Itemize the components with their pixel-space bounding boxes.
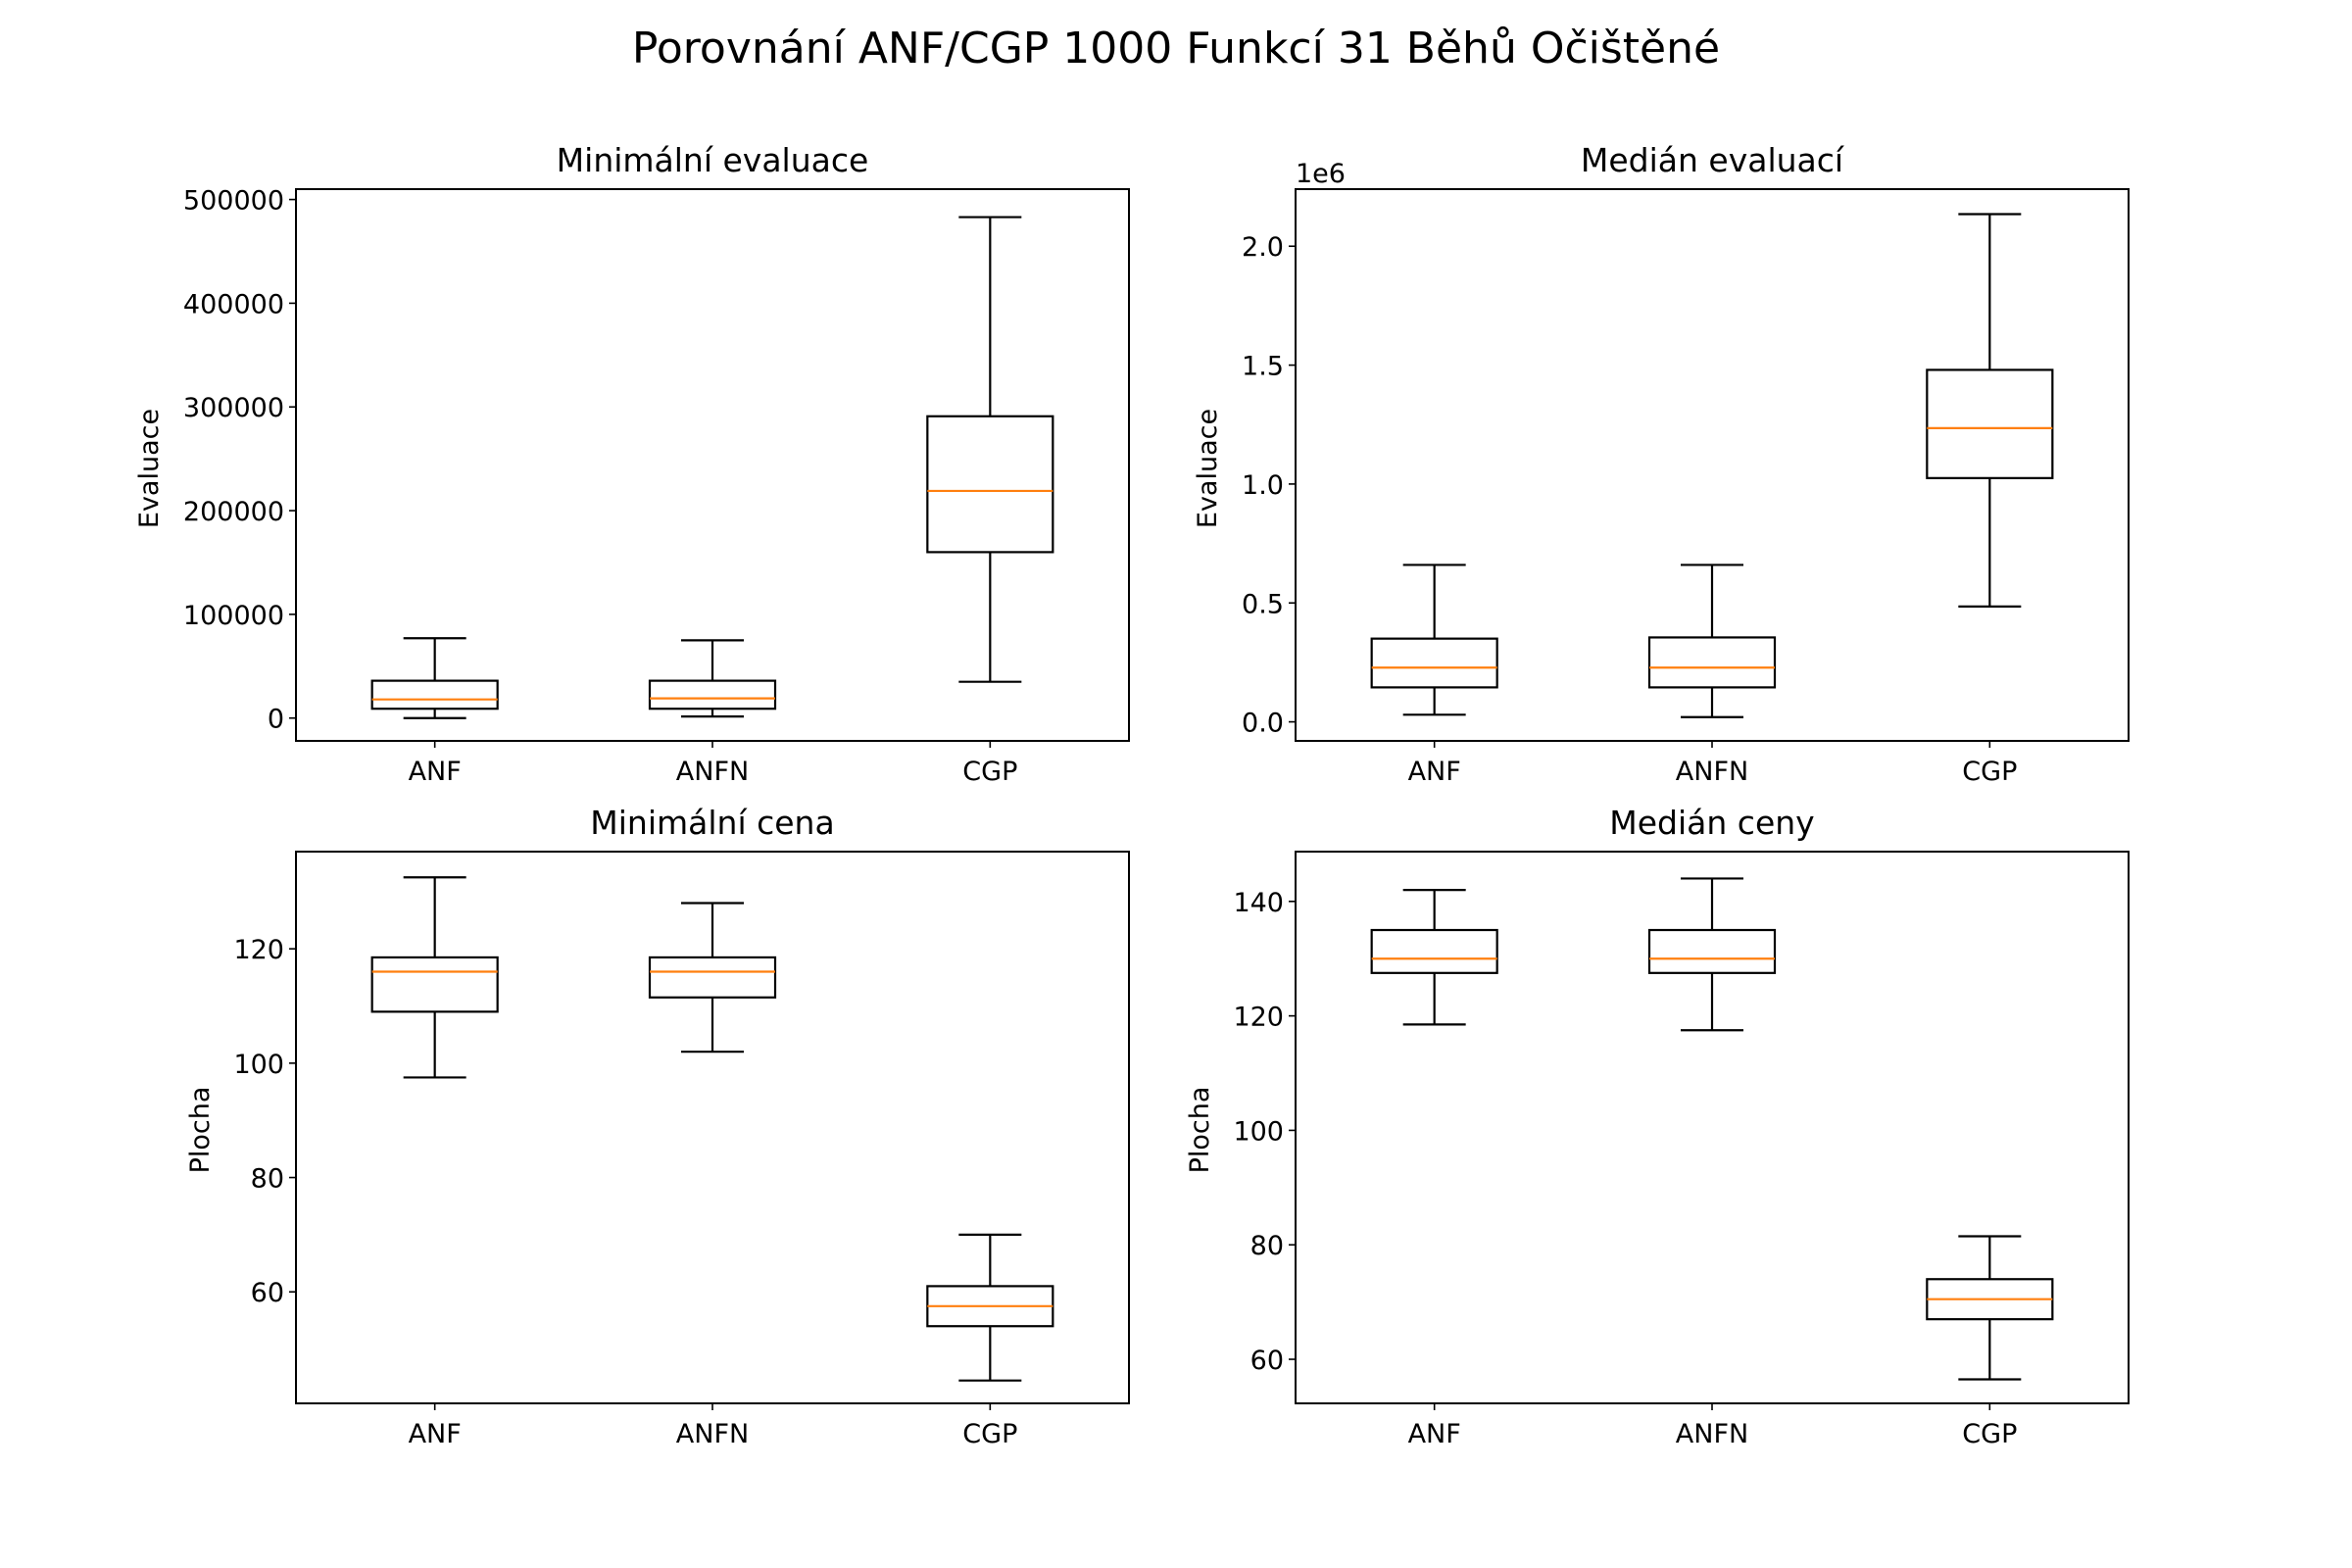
y-axis-label: Plocha <box>185 1087 216 1174</box>
y-tick-label: 500000 <box>183 186 284 217</box>
iqr-box <box>1370 637 1498 689</box>
y-tick-label: 100000 <box>183 601 284 631</box>
offset-label: 1e6 <box>1296 159 1346 189</box>
subplot-title: Minimální cena <box>590 804 834 842</box>
y-tick-label: 80 <box>1250 1231 1284 1261</box>
y-tick-label: 60 <box>251 1278 284 1308</box>
y-tick-label: 0 <box>268 705 284 735</box>
subplot-min-evaluations: Minimální evaluace Evaluace 0 100000 20000… <box>134 141 1130 787</box>
iqr-box <box>648 956 777 999</box>
y-tick-label: 400000 <box>183 289 284 319</box>
y-tick-label: 120 <box>1233 1003 1284 1033</box>
plot-area: 60 80 100 120 140 ANF ANFN CGP <box>1233 877 2054 1449</box>
axes-frame <box>295 188 1130 742</box>
x-tick-label: CGP <box>962 1419 1017 1449</box>
iqr-box <box>926 415 1054 554</box>
plot-area: 0 100000 200000 300000 400000 500000 ANF ANFN CG… <box>183 186 1054 787</box>
subplot-title: Minimální evaluace <box>557 141 869 179</box>
y-tick-label: 60 <box>1250 1346 1284 1376</box>
x-tick-label: ANF <box>409 1419 462 1449</box>
y-tick-label: 140 <box>1233 888 1284 918</box>
y-tick-label: 1.0 <box>1242 470 1284 501</box>
iqr-box <box>1647 928 1777 974</box>
subplot-min-cost: Minimální cena Plocha 60 80 100 120 ANF ANFN C… <box>185 804 1130 1449</box>
y-axis-label: Evaluace <box>134 409 165 528</box>
plot-area: 60 80 100 120 ANF ANFN CGP <box>233 876 1054 1449</box>
plot-area: 0.0 0.5 1.0 1.5 2.0 ANF ANFN CGP <box>1242 213 2054 787</box>
y-tick-label: 100 <box>233 1050 284 1080</box>
x-tick-label: ANFN <box>1676 757 1748 787</box>
x-tick-label: ANFN <box>676 1419 749 1449</box>
iqr-box <box>1370 928 1498 974</box>
x-tick-label: CGP <box>1962 757 2017 787</box>
x-tick-label: CGP <box>962 757 1017 787</box>
subplot-median-evaluations: Medián evaluací 1e6 Evaluace 0.0 0.5 1.0 1.… <box>1193 141 2130 787</box>
iqr-box <box>370 956 499 1013</box>
axes-frame <box>1295 188 2130 742</box>
y-tick-label: 200000 <box>183 497 284 527</box>
x-tick-label: ANFN <box>1676 1419 1748 1449</box>
y-tick-label: 300000 <box>183 393 284 423</box>
subplot-title: Medián ceny <box>1609 804 1814 842</box>
y-tick-label: 80 <box>251 1164 284 1195</box>
x-tick-label: ANF <box>409 757 462 787</box>
subplot-median-cost: Medián ceny Plocha 60 80 100 120 140 ANF ANFN C… <box>1185 804 2130 1449</box>
y-axis-label: Plocha <box>1185 1087 1215 1174</box>
x-tick-label: CGP <box>1962 1419 2017 1449</box>
y-axis-label: Evaluace <box>1193 409 1223 528</box>
y-tick-label: 100 <box>1233 1116 1284 1147</box>
x-tick-label: ANFN <box>676 757 749 787</box>
x-tick-label: ANF <box>1408 757 1461 787</box>
axes-frame <box>295 851 1130 1404</box>
y-tick-label: 1.5 <box>1242 352 1284 382</box>
iqr-box <box>1647 636 1777 689</box>
y-tick-label: 0.5 <box>1242 589 1284 619</box>
y-tick-label: 0.0 <box>1242 709 1284 739</box>
iqr-box <box>648 679 777 710</box>
y-tick-label: 2.0 <box>1242 232 1284 263</box>
iqr-box <box>370 679 499 710</box>
axes-frame <box>1295 851 2130 1404</box>
x-tick-label: ANF <box>1408 1419 1461 1449</box>
iqr-box <box>1926 368 2054 479</box>
y-tick-label: 120 <box>233 935 284 965</box>
subplot-title: Medián evaluací <box>1581 141 1845 179</box>
figure-title: Porovnání ANF/CGP 1000 Funkcí 31 Běhů Oč… <box>632 24 1720 74</box>
